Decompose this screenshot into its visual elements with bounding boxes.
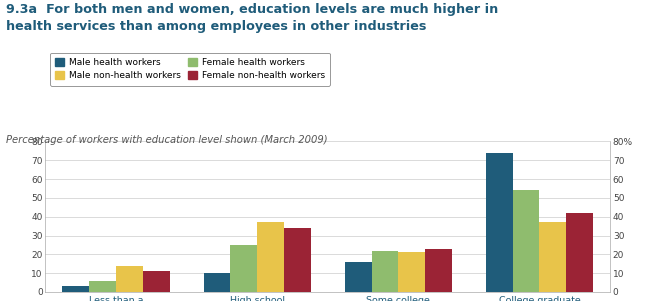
Bar — [425, 249, 452, 292]
Bar — [62, 286, 89, 292]
Bar — [345, 262, 371, 292]
Bar — [257, 222, 284, 292]
Bar — [398, 253, 425, 292]
Text: Percentage of workers with education level shown (March 2009): Percentage of workers with education lev… — [6, 135, 328, 145]
Bar — [486, 153, 513, 292]
Bar — [513, 190, 539, 292]
Bar — [371, 250, 398, 292]
Legend: Male health workers, Male non-health workers, Female health workers, Female non-: Male health workers, Male non-health wor… — [50, 53, 330, 85]
Bar — [230, 245, 257, 292]
Bar — [539, 222, 567, 292]
Bar — [284, 228, 311, 292]
Bar — [143, 271, 169, 292]
Bar — [567, 213, 593, 292]
Bar — [89, 281, 116, 292]
Bar — [116, 265, 143, 292]
Bar — [204, 273, 230, 292]
Text: 9.3a  For both men and women, education levels are much higher in
health service: 9.3a For both men and women, education l… — [6, 3, 498, 33]
